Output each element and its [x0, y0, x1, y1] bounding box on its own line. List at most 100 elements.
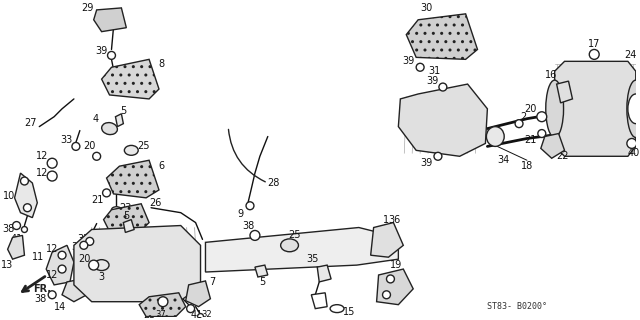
Text: 41: 41 — [10, 234, 22, 244]
Circle shape — [538, 130, 546, 138]
Text: 25: 25 — [288, 230, 301, 240]
Circle shape — [72, 142, 80, 150]
Text: 20: 20 — [84, 141, 96, 151]
Text: 4: 4 — [93, 114, 99, 124]
Circle shape — [58, 265, 66, 273]
Ellipse shape — [102, 123, 117, 135]
Circle shape — [439, 83, 447, 91]
Circle shape — [187, 305, 195, 313]
Text: 7: 7 — [209, 277, 216, 287]
Text: 40: 40 — [628, 148, 640, 158]
Text: 38: 38 — [34, 294, 47, 304]
Text: 28: 28 — [268, 178, 280, 188]
Polygon shape — [124, 220, 134, 232]
Circle shape — [89, 260, 99, 270]
Text: 34: 34 — [497, 155, 509, 165]
Polygon shape — [102, 59, 159, 99]
Text: 18: 18 — [521, 161, 533, 171]
Text: 24: 24 — [625, 50, 637, 60]
Text: 9: 9 — [237, 209, 243, 219]
Text: 39: 39 — [95, 46, 108, 56]
Text: 29: 29 — [81, 3, 94, 13]
Polygon shape — [46, 245, 74, 285]
Text: 23: 23 — [143, 309, 156, 320]
Ellipse shape — [94, 260, 109, 270]
Circle shape — [387, 275, 394, 283]
Circle shape — [93, 152, 100, 160]
Circle shape — [13, 221, 20, 229]
Text: 12: 12 — [36, 168, 49, 178]
Text: 35: 35 — [306, 254, 319, 264]
Text: 39: 39 — [426, 76, 438, 86]
Ellipse shape — [124, 145, 138, 155]
Text: 23: 23 — [119, 203, 132, 213]
Text: 38: 38 — [3, 225, 15, 235]
Circle shape — [20, 177, 28, 185]
Text: 5: 5 — [124, 211, 129, 221]
Text: 37: 37 — [156, 310, 166, 319]
Polygon shape — [115, 114, 124, 127]
Polygon shape — [62, 279, 87, 302]
Text: 39: 39 — [420, 158, 432, 168]
Polygon shape — [557, 81, 572, 103]
Polygon shape — [8, 236, 24, 259]
Circle shape — [537, 112, 547, 122]
Polygon shape — [106, 160, 159, 198]
Text: 5: 5 — [120, 106, 127, 116]
Text: 33: 33 — [60, 135, 72, 146]
Polygon shape — [255, 265, 268, 277]
Text: 27: 27 — [24, 118, 36, 128]
Circle shape — [102, 189, 111, 197]
Text: 41: 41 — [191, 309, 203, 320]
Text: 8: 8 — [158, 59, 164, 69]
Text: 14: 14 — [54, 302, 66, 312]
Circle shape — [434, 152, 442, 160]
Text: 26: 26 — [149, 198, 161, 208]
Circle shape — [198, 314, 204, 319]
Ellipse shape — [143, 301, 155, 308]
Circle shape — [416, 63, 424, 71]
Circle shape — [250, 230, 260, 240]
Text: 13: 13 — [1, 260, 13, 270]
Text: 12: 12 — [36, 151, 49, 161]
Circle shape — [48, 291, 56, 299]
Ellipse shape — [628, 94, 640, 124]
Text: 39: 39 — [402, 56, 414, 66]
Text: 33: 33 — [77, 234, 90, 244]
Circle shape — [158, 297, 168, 307]
Polygon shape — [205, 228, 398, 272]
Circle shape — [80, 241, 88, 249]
Circle shape — [47, 158, 57, 168]
Ellipse shape — [330, 305, 344, 313]
Ellipse shape — [627, 80, 640, 138]
Text: 17: 17 — [588, 38, 600, 49]
Circle shape — [246, 202, 254, 210]
Polygon shape — [93, 8, 126, 32]
Text: 21: 21 — [92, 195, 104, 205]
Text: 32: 32 — [72, 242, 84, 252]
Text: 12: 12 — [46, 270, 58, 280]
Circle shape — [47, 171, 57, 181]
Ellipse shape — [486, 127, 504, 146]
Text: 38: 38 — [242, 220, 254, 230]
Circle shape — [58, 251, 66, 259]
Polygon shape — [406, 14, 477, 59]
Polygon shape — [317, 265, 331, 282]
Text: 32: 32 — [201, 310, 212, 319]
Ellipse shape — [546, 80, 564, 138]
Polygon shape — [104, 204, 149, 232]
Ellipse shape — [281, 239, 298, 252]
Circle shape — [383, 291, 390, 299]
Text: ST83- B0200°: ST83- B0200° — [488, 302, 547, 311]
Circle shape — [86, 237, 93, 245]
Text: 31: 31 — [428, 66, 440, 76]
Text: FR.: FR. — [33, 284, 51, 294]
Polygon shape — [74, 226, 200, 302]
Text: 5: 5 — [259, 277, 265, 287]
Polygon shape — [311, 293, 327, 308]
Text: 36: 36 — [388, 215, 401, 225]
Text: 21: 21 — [525, 135, 537, 146]
Polygon shape — [555, 61, 636, 156]
Ellipse shape — [111, 207, 122, 213]
Text: 21: 21 — [164, 302, 177, 312]
